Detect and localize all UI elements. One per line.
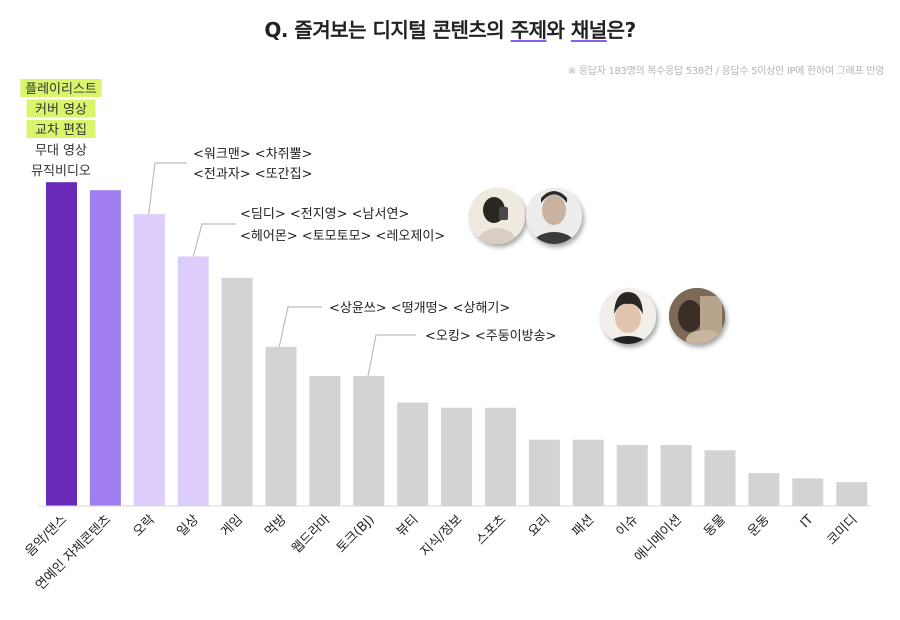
music-genre-2: 교차 편집 [35,123,87,138]
category-label-16: 운동 [745,512,773,540]
bar-6 [309,376,341,506]
bar-8 [397,402,429,506]
creator-photo-4 [669,288,725,344]
bar-16 [748,473,780,506]
music-highlight-1 [26,99,96,118]
bar-2 [133,214,165,506]
music-genre-0: 플레이리스트 [25,82,97,97]
callout-line-mukbang [278,306,322,349]
category-label-1: 연예인 자체콘텐츠 [33,512,114,593]
category-label-12: 패션 [570,512,598,540]
callout-talk-line1: <오킹> <주둥이방송> [425,329,556,344]
category-label-7: 토크(BJ) [334,512,378,556]
callout-ilsang-line2: <헤어몬> <토모토모> <레오제이> [240,229,445,244]
bar-5 [265,346,297,506]
category-label-15: 동물 [701,512,729,540]
bar-3 [177,256,209,506]
callout-line-ilsang [191,223,236,262]
category-label-2: 오락 [131,512,159,540]
music-highlight-2 [26,120,96,138]
callout-line-oraku [147,162,187,220]
creator-photo-3 [600,288,656,344]
category-label-18: 코미디 [825,512,861,548]
creator-photo-1 [469,188,525,244]
footnote: ※ 응답자 183명의 복수응답 538건 / 응답수 5이상인 IP에 한하여… [567,66,884,77]
category-label-4: 게임 [218,512,246,540]
bar-1 [89,190,121,506]
bar-4 [221,277,253,506]
bar-9 [441,407,473,506]
callout-oraku-line1: <워크맨> <차쥐뿔> [193,147,312,162]
bar-12 [572,439,604,506]
category-label-5: 먹방 [262,512,290,540]
category-label-10: 스포츠 [473,512,509,548]
bar-7 [353,376,385,506]
music-highlight-0 [20,79,102,97]
bar-18 [836,482,868,506]
callout-oraku-line2: <전과자> <또간집> [193,167,312,182]
bar-0 [46,182,77,506]
bar-15 [704,450,736,506]
title-topic: 주제 [510,18,547,42]
music-genre-1: 커버 영상 [35,103,87,118]
bar-10 [485,407,516,506]
bars [46,182,868,506]
bar-13 [616,445,648,506]
category-label-14: 애니메이션 [632,512,685,565]
title-channel: 채널 [570,18,607,42]
bar-14 [660,445,692,506]
category-label-8: 뷰티 [394,512,422,540]
category-label-17: IT [798,512,817,531]
music-genre-3: 무대 영상 [35,144,87,159]
chart-title: Q. 즐겨보는 디지털 콘텐츠의 주제와 채널은? [264,18,636,42]
callout-ilsang-line1: <딤디> <전지영> <남서연> [240,207,409,222]
category-label-3: 일상 [175,512,203,540]
bar-17 [792,478,824,506]
category-label-9: 지식/정보 [418,512,466,560]
bar-11 [528,439,560,506]
callout-line-talk [367,334,416,377]
category-label-11: 요리 [526,512,554,540]
callout-mukbang-line1: <상윤쓰> <떵개떵> <상해기> [329,301,510,316]
category-label-6: 웹드라마 [289,512,333,556]
music-genre-4: 뮤직비디오 [31,164,91,179]
creator-photo-2 [526,188,582,244]
category-label-13: 이슈 [614,512,642,540]
